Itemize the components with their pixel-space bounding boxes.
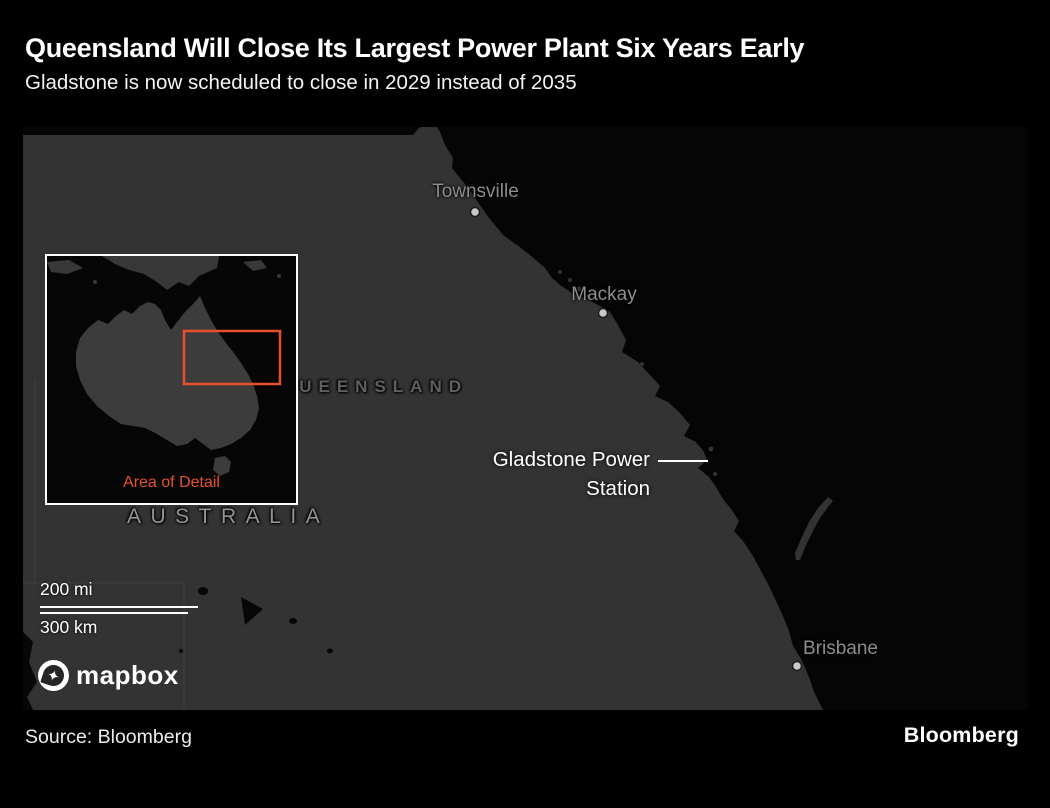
mapbox-star-icon: ✦ [44,665,62,687]
annotation-leader-line [658,460,708,462]
city-dots [469,206,803,672]
city-label-mackay: Mackay [571,284,637,305]
mapbox-wordmark: mapbox [76,660,179,690]
area-of-detail-rect [182,329,282,386]
source-credit: Source: Bloomberg [25,726,192,748]
gladstone-annotation: Gladstone Power Station [400,445,650,503]
inset-locator-map: Area of Detail [45,254,298,505]
gladstone-annotation-line2: Station [586,477,650,500]
mapbox-attribution[interactable]: ✦ mapbox [38,660,179,691]
area-of-detail-label: Area of Detail [123,474,220,491]
region-label-queensland: QUEENSLAND [279,377,469,396]
scale-miles-bar [40,606,198,608]
scale-miles-label: 200 mi [40,579,93,599]
bloomberg-logo: Bloomberg [903,723,1019,747]
city-label-townsville: Townsville [432,181,519,202]
main-map: Townsville Mackay Brisbane QUEENSLAND AU… [23,127,1028,710]
page-subtitle: Gladstone is now scheduled to close in 2… [25,71,577,94]
mapbox-logo-icon: ✦ [38,660,69,691]
region-label-australia: AUSTRALIA [127,505,330,528]
inset-australia-svg [47,256,282,476]
scale-km-label: 300 km [40,617,98,637]
page-title: Queensland Will Close Its Largest Power … [25,33,805,63]
scale-km-bar [40,612,188,614]
city-label-brisbane: Brisbane [803,638,878,659]
gladstone-annotation-line1: Gladstone Power [492,448,650,471]
